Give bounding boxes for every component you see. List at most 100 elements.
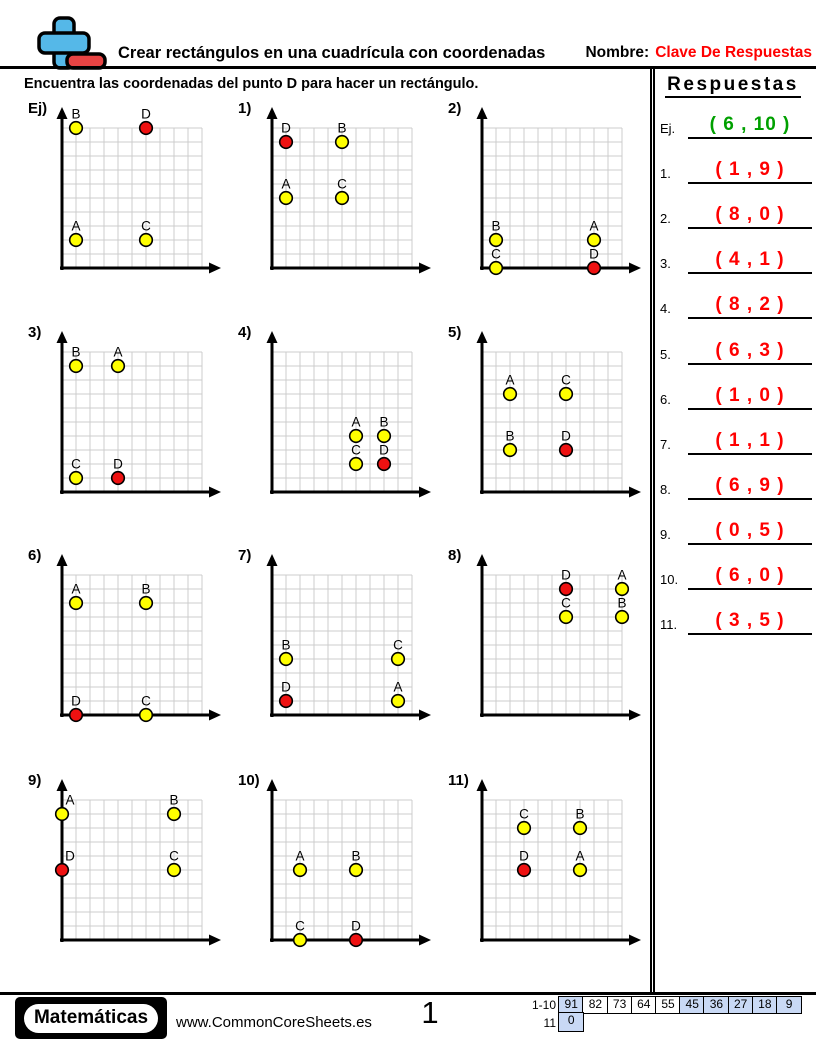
point-a bbox=[586, 232, 602, 248]
answer-value: ( 4 , 1 ) bbox=[688, 249, 812, 275]
answer-row-5: 5. ( 6 , 3 ) bbox=[660, 335, 812, 365]
point-d-red bbox=[516, 862, 532, 878]
point-label: C bbox=[141, 219, 151, 234]
answer-value: ( 1 , 1 ) bbox=[688, 430, 812, 455]
answer-value: ( 6 , 0 ) bbox=[688, 565, 812, 590]
point-label: D bbox=[561, 429, 571, 444]
answer-number: 4. bbox=[660, 301, 671, 317]
score-cell: 9 bbox=[776, 996, 803, 1014]
score-cell: 82 bbox=[582, 996, 609, 1014]
score-cell: 55 bbox=[655, 996, 682, 1014]
score-table: 1-10 91 82 73 64 55 45 36 27 18 9 11 0 bbox=[524, 996, 803, 1032]
point-label: B bbox=[575, 807, 584, 822]
point-d-red bbox=[558, 442, 574, 458]
answer-value: ( 8 , 0 ) bbox=[688, 204, 812, 230]
problem-5: 5) A B C D bbox=[448, 324, 653, 519]
point-b bbox=[278, 651, 294, 667]
point-label: C bbox=[141, 694, 151, 709]
point-label: D bbox=[351, 919, 361, 934]
point-label: D bbox=[113, 457, 123, 472]
point-label: D bbox=[281, 121, 291, 136]
point-label: B bbox=[141, 582, 150, 597]
score-row: 11 0 bbox=[524, 1012, 802, 1032]
answer-row-8: 8. ( 6 , 9 ) bbox=[660, 470, 812, 500]
score-cell: 45 bbox=[679, 996, 706, 1014]
point-a bbox=[348, 428, 364, 444]
problem-11: 11) A B C D bbox=[448, 772, 653, 967]
point-b bbox=[376, 428, 392, 444]
problem-4: 4) A B C D bbox=[238, 324, 443, 519]
brand-name: Matemáticas bbox=[23, 1003, 159, 1033]
score-cell: 36 bbox=[703, 996, 730, 1014]
point-a bbox=[390, 693, 406, 709]
problem-number: 8) bbox=[448, 547, 462, 564]
problem-number: 4) bbox=[238, 324, 252, 341]
point-c bbox=[348, 456, 364, 472]
point-c bbox=[488, 260, 504, 276]
problem-2: 2) A B C D bbox=[448, 100, 653, 295]
problem-number: Ej) bbox=[28, 100, 48, 117]
point-b bbox=[614, 609, 630, 625]
answer-number: 9. bbox=[660, 526, 671, 542]
answer-number: 11. bbox=[660, 617, 678, 633]
plus-icon bbox=[20, 12, 108, 70]
point-d-red bbox=[558, 581, 574, 597]
point-label: D bbox=[65, 849, 75, 864]
name-line: Nombre: Clave De Respuestas bbox=[585, 44, 812, 62]
point-d-red bbox=[54, 862, 70, 878]
answer-value: ( 8 , 2 ) bbox=[688, 294, 812, 320]
answer-number: 6. bbox=[660, 391, 671, 407]
problem-number: 10) bbox=[238, 772, 260, 789]
answer-number: 8. bbox=[660, 481, 671, 497]
answer-row-7: 7. ( 1 , 1 ) bbox=[660, 425, 812, 455]
point-a bbox=[278, 190, 294, 206]
answer-value: ( 0 , 5 ) bbox=[688, 520, 812, 545]
point-label: B bbox=[505, 429, 514, 444]
point-b bbox=[348, 862, 364, 878]
answer-number: 5. bbox=[660, 346, 671, 362]
point-b bbox=[572, 820, 588, 836]
point-label: C bbox=[295, 919, 305, 934]
point-label: C bbox=[561, 373, 571, 388]
point-c bbox=[558, 386, 574, 402]
point-a bbox=[68, 595, 84, 611]
point-label: B bbox=[71, 107, 80, 122]
point-label: B bbox=[71, 345, 80, 360]
point-label: D bbox=[379, 443, 389, 458]
problem-8: 8) A B C D bbox=[448, 547, 653, 742]
problem-number: 9) bbox=[28, 772, 42, 789]
score-row-label: 11 bbox=[543, 1016, 556, 1030]
score-cell: 27 bbox=[727, 996, 754, 1014]
answer-number: 2. bbox=[660, 211, 671, 227]
problem-Ej: Ej) A B C D bbox=[28, 100, 233, 295]
problem-number: 1) bbox=[238, 100, 252, 117]
point-d-red bbox=[68, 707, 84, 723]
answer-number: 3. bbox=[660, 256, 671, 272]
website-text: www.CommonCoreSheets.es bbox=[176, 1014, 372, 1031]
problem-number: 6) bbox=[28, 547, 42, 564]
point-label: D bbox=[71, 694, 81, 709]
point-label: C bbox=[351, 443, 361, 458]
point-label: B bbox=[169, 793, 178, 808]
answer-value: ( 6 , 9 ) bbox=[688, 475, 812, 500]
point-label: A bbox=[351, 415, 360, 430]
point-label: B bbox=[617, 596, 626, 611]
name-label: Nombre: bbox=[585, 44, 650, 61]
point-label: C bbox=[491, 247, 501, 262]
score-cell: 73 bbox=[606, 996, 633, 1014]
point-b bbox=[138, 595, 154, 611]
point-label: A bbox=[65, 793, 74, 808]
problem-10: 10) A B C D bbox=[238, 772, 443, 967]
point-c bbox=[516, 820, 532, 836]
point-a bbox=[110, 358, 126, 374]
point-a bbox=[68, 232, 84, 248]
